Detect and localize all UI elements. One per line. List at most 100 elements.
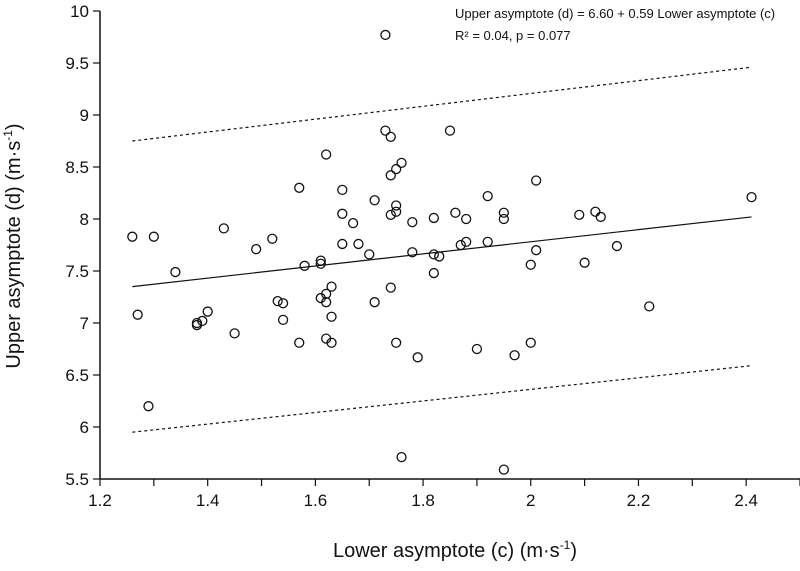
data-point [590, 206, 601, 217]
data-point [347, 218, 359, 229]
y-tick-label: 8 [80, 210, 89, 229]
data-point [498, 207, 509, 218]
data-point [337, 208, 348, 219]
lower-bound-line [132, 365, 752, 433]
data-point [202, 306, 213, 317]
data-point [509, 350, 520, 361]
data-point [380, 29, 391, 41]
data-point [407, 247, 418, 258]
data-point [353, 238, 364, 250]
data-point [321, 297, 332, 308]
x-tick-label: 1.4 [196, 491, 220, 510]
y-tick-label: 7 [80, 314, 89, 333]
data-point [455, 239, 466, 251]
y-axis-title: Upper asymptote (d) (m·s-1) [1, 123, 25, 368]
data-point [315, 255, 326, 266]
x-tick-label: 2.2 [627, 491, 651, 510]
data-point [127, 231, 138, 242]
data-point [364, 249, 375, 260]
data-point [337, 238, 348, 250]
data-point [428, 249, 439, 260]
y-tick-label: 6 [80, 418, 89, 437]
x-axis-title: Lower asymptote (c) (m·s-1) [333, 538, 577, 562]
x-tick-label: 2 [526, 491, 535, 510]
data-point [229, 328, 240, 339]
data-point [315, 258, 326, 269]
data-point [385, 209, 396, 220]
data-point [746, 192, 757, 203]
data-point [326, 311, 337, 322]
data-point [277, 298, 289, 309]
x-ticks: 1.2 1.4 1.6 1.8 2 2.2 2.4 [88, 479, 800, 510]
plot-area [127, 29, 757, 475]
data-point [380, 125, 391, 136]
equation-label: Upper asymptote (d) = 6.60 + 0.59 Lower … [455, 6, 775, 21]
data-points [127, 29, 757, 475]
y-ticks: 5.5 6 6.5 7 7.5 8 8.5 9 9.5 10 [65, 2, 100, 489]
data-point [385, 131, 396, 142]
y-axis: 5.5 6 6.5 7 7.5 8 8.5 9 9.5 10 [65, 2, 101, 489]
data-point [326, 337, 337, 348]
x-axis: 1.2 1.4 1.6 1.8 2 2.2 2.4 [88, 478, 800, 510]
data-point [299, 260, 310, 271]
data-point [525, 337, 536, 348]
data-point [218, 223, 229, 234]
data-point [574, 209, 585, 220]
x-tick-label: 2.4 [734, 491, 758, 510]
data-point [498, 213, 509, 225]
data-point [391, 206, 402, 217]
x-tick-label: 1.6 [304, 491, 328, 510]
data-point [391, 163, 402, 175]
data-point [482, 190, 493, 202]
data-point [170, 266, 181, 278]
y-tick-label: 7.5 [65, 262, 89, 281]
data-point [531, 245, 542, 256]
data-point [385, 170, 396, 181]
data-point [407, 216, 418, 228]
x-tick-label: 1.2 [88, 491, 112, 510]
data-point [337, 184, 348, 196]
x-tick-label: 1.8 [411, 491, 435, 510]
data-point [391, 200, 402, 211]
y-tick-label: 6.5 [65, 366, 89, 385]
data-point [197, 315, 208, 327]
data-point [412, 352, 423, 363]
y-tick-label: 10 [70, 2, 89, 21]
upper-bound-line [132, 66, 752, 142]
data-point [391, 337, 402, 348]
data-point [525, 259, 536, 270]
data-point [148, 231, 159, 242]
annotation: Upper asymptote (d) = 6.60 + 0.59 Lower … [455, 6, 775, 43]
data-point [428, 212, 439, 224]
data-point [434, 251, 445, 262]
regression-line [132, 216, 752, 288]
data-point [369, 297, 380, 308]
data-point [482, 236, 493, 248]
r-squared-label: R² = 0.04, p = 0.077 [455, 28, 571, 43]
y-tick-label: 9 [80, 106, 89, 125]
data-point [143, 401, 154, 412]
y-tick-label: 9.5 [65, 54, 89, 73]
data-point [428, 267, 439, 279]
data-point [461, 213, 472, 225]
data-point [132, 309, 143, 320]
data-point [321, 149, 332, 160]
data-point [444, 125, 456, 136]
data-point [611, 240, 623, 252]
data-point [321, 288, 332, 300]
data-point [461, 236, 472, 248]
y-tick-label: 5.5 [65, 470, 89, 489]
data-point [498, 464, 509, 475]
data-point [595, 211, 606, 223]
data-point [369, 195, 380, 206]
data-point [272, 296, 283, 307]
data-point [471, 343, 483, 355]
data-point [294, 337, 305, 348]
data-point [267, 233, 278, 244]
data-point [385, 282, 396, 293]
data-point [644, 301, 655, 312]
data-point [450, 207, 461, 218]
data-point [251, 244, 262, 255]
y-tick-label: 8.5 [65, 158, 89, 177]
